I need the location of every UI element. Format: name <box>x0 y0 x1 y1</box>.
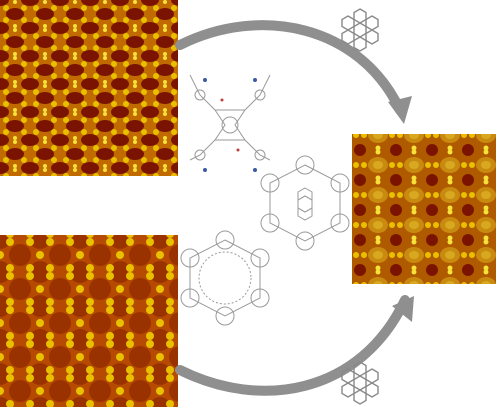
stm-image-right <box>352 134 496 284</box>
coronene-molecule-bottom-icon <box>341 361 379 405</box>
molecular-structure-loaded-icon <box>260 155 350 251</box>
molecular-structure-tetragonal-icon <box>189 74 271 172</box>
arrow-bottom-to-right <box>175 295 410 396</box>
stm-image-top-left <box>0 0 178 176</box>
coronene-guest-icon <box>297 187 313 221</box>
stm-image-bottom-left <box>0 235 178 407</box>
arrowhead-bottom-icon <box>392 296 414 322</box>
arrow-top-to-right <box>175 20 405 115</box>
coronene-molecule-top-icon <box>341 8 379 52</box>
molecular-structure-hexagonal-icon <box>180 230 270 326</box>
arrowhead-top-icon <box>388 96 412 124</box>
